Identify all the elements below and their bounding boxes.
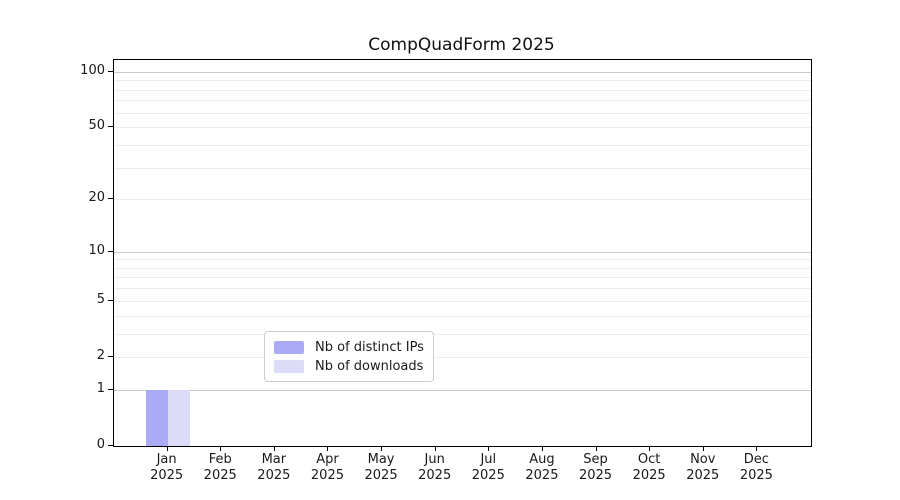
y-tick-label: 2 xyxy=(96,347,105,363)
y-gridline-major xyxy=(114,251,811,253)
legend: Nb of distinct IPs Nb of downloads xyxy=(264,331,434,382)
y-gridline-minor xyxy=(114,333,811,335)
x-tick-mark xyxy=(595,446,597,451)
y-tick-mark xyxy=(108,126,113,128)
y-tick-mark xyxy=(108,355,113,357)
x-tick-mark xyxy=(434,446,436,451)
x-tick-label: Nov 2025 xyxy=(686,452,720,483)
legend-label-distinct-ips: Nb of distinct IPs xyxy=(315,340,424,355)
y-gridline-minor xyxy=(114,259,811,261)
y-tick-label: 1 xyxy=(96,380,105,396)
x-tick-mark xyxy=(702,446,704,451)
y-gridline-minor xyxy=(114,144,811,146)
legend-item-downloads: Nb of downloads xyxy=(274,357,424,376)
y-gridline-minor xyxy=(114,277,811,279)
y-tick-mark xyxy=(108,250,113,252)
y-tick-label: 0 xyxy=(96,437,105,452)
chart-title: CompQuadForm 2025 xyxy=(368,35,555,55)
x-tick-mark xyxy=(220,446,222,451)
x-tick-label: Aug 2025 xyxy=(525,452,559,483)
y-tick-label: 100 xyxy=(80,62,105,78)
x-tick-label: Feb 2025 xyxy=(203,452,237,483)
legend-item-distinct-ips: Nb of distinct IPs xyxy=(274,338,424,357)
y-gridline-major xyxy=(114,71,811,73)
x-tick-label: Dec 2025 xyxy=(739,452,773,483)
y-gridline-minor xyxy=(114,267,811,269)
y-gridline-minor xyxy=(114,315,811,317)
x-tick-label: Oct 2025 xyxy=(632,452,666,483)
x-tick-mark xyxy=(541,446,543,451)
x-tick-label: Sep 2025 xyxy=(578,452,613,483)
y-tick-mark xyxy=(108,299,113,301)
x-tick-mark xyxy=(488,446,490,451)
plot-area xyxy=(113,59,812,447)
x-tick-label: May 2025 xyxy=(364,452,398,483)
legend-label-downloads: Nb of downloads xyxy=(315,359,424,374)
y-tick-mark xyxy=(108,70,113,72)
x-tick-mark xyxy=(273,446,275,451)
x-tick-label: Jul 2025 xyxy=(471,452,505,483)
y-gridline-minor xyxy=(114,199,811,201)
y-tick-label: 50 xyxy=(88,118,105,134)
y-gridline-minor xyxy=(114,167,811,169)
x-tick-mark xyxy=(166,446,168,451)
y-tick-label: 10 xyxy=(88,242,105,258)
x-tick-label: Jun 2025 xyxy=(418,452,452,483)
y-tick-mark xyxy=(108,445,113,446)
x-tick-label: Mar 2025 xyxy=(257,452,291,483)
x-tick-mark xyxy=(381,446,383,451)
y-gridline-minor xyxy=(114,80,811,82)
x-tick-label: Jan 2025 xyxy=(150,452,184,483)
legend-swatch-distinct-ips xyxy=(274,341,304,354)
x-tick-mark xyxy=(649,446,651,451)
y-gridline-minor xyxy=(114,356,811,358)
y-tick-label: 5 xyxy=(96,291,105,307)
bar-distinct-ips xyxy=(145,389,168,446)
y-gridline-minor xyxy=(114,100,811,102)
y-tick-label: 20 xyxy=(88,190,105,206)
y-gridline-major xyxy=(114,389,811,391)
y-gridline-minor xyxy=(114,288,811,290)
legend-swatch-downloads xyxy=(274,360,304,373)
x-tick-mark xyxy=(756,446,758,451)
y-gridline-minor xyxy=(114,300,811,302)
x-tick-label: Apr 2025 xyxy=(310,452,344,483)
x-tick-mark xyxy=(327,446,329,451)
y-gridline-minor xyxy=(114,127,811,129)
bar-downloads xyxy=(167,389,190,446)
y-gridline-minor xyxy=(114,89,811,91)
y-tick-mark xyxy=(108,198,113,200)
y-tick-mark xyxy=(108,388,113,390)
y-gridline-minor xyxy=(114,112,811,114)
